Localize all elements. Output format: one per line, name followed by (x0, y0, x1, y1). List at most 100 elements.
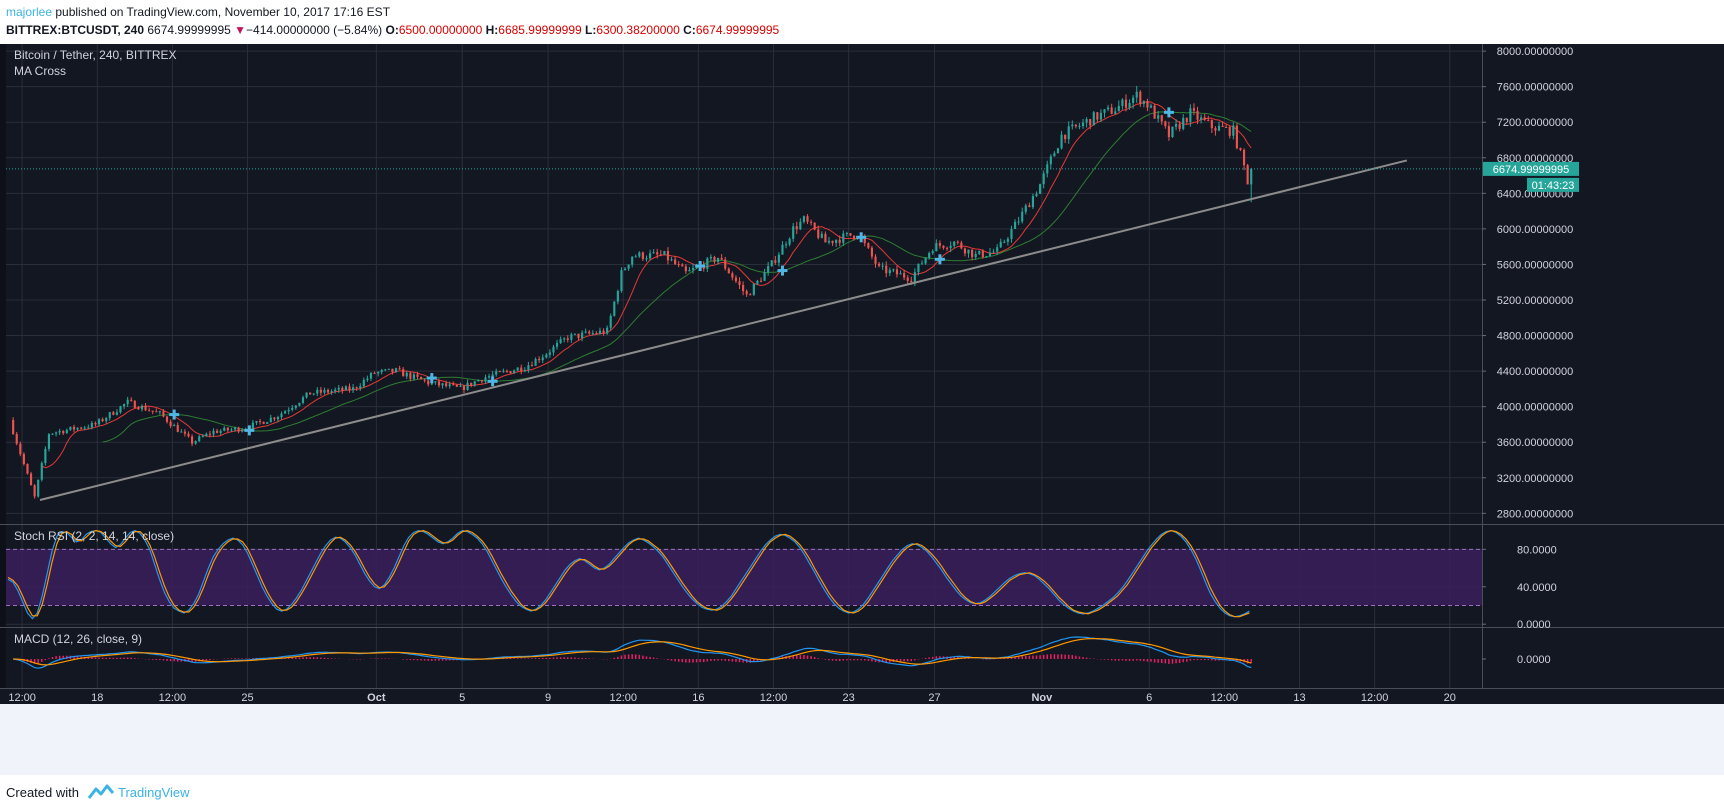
candle-body (566, 338, 569, 340)
publication-header: majorlee published on TradingView.com, N… (0, 0, 1724, 44)
candle (949, 241, 952, 253)
candle-body (241, 430, 244, 432)
candle (709, 254, 712, 262)
chart-area[interactable]: 8000.00000000 7600.00000000 7200.00000000 6… (0, 44, 1724, 774)
candle-body (301, 397, 305, 403)
candle (309, 392, 312, 395)
candle (405, 370, 408, 379)
candle (323, 387, 326, 395)
candle (140, 404, 144, 412)
candle (606, 325, 609, 335)
candle (838, 235, 841, 247)
candle (681, 263, 684, 267)
published-text: published on TradingView.com, November 1… (52, 5, 391, 19)
candle (595, 331, 598, 335)
candle-body (312, 393, 315, 395)
stoch-tick-label: 80.0000 (1517, 544, 1557, 556)
candle (656, 248, 659, 259)
candle-body (1228, 126, 1231, 136)
candle-body (126, 399, 129, 405)
candle-body (945, 247, 949, 249)
last-price-tag-label: 6674.99999995 (1493, 164, 1569, 176)
candle (752, 283, 755, 296)
candle (573, 333, 577, 336)
candle-body (795, 226, 798, 230)
candle (988, 248, 992, 257)
candle-body (956, 241, 959, 243)
candle-body (677, 264, 680, 266)
candle-body (441, 383, 444, 386)
candle-body (845, 233, 848, 235)
candle (459, 382, 462, 387)
candle-body (1242, 149, 1246, 166)
candle-body (1078, 125, 1081, 127)
candle-body (1174, 124, 1178, 127)
price-axis: 8000.00000000 7600.00000000 7200.00000000 6… (1482, 46, 1573, 520)
author-link[interactable]: majorlee (6, 5, 53, 19)
candle-body (190, 436, 194, 444)
left-edge (0, 44, 6, 704)
candle (867, 242, 870, 250)
candle (1182, 114, 1185, 131)
candle (1214, 126, 1217, 136)
tradingview-brand[interactable]: TradingView (118, 785, 190, 800)
candle (40, 461, 43, 482)
candle-body (233, 427, 237, 430)
candle-body (598, 330, 602, 334)
ma-cross-marker (1163, 107, 1174, 118)
price-chart-svg[interactable]: 8000.00000000 7600.00000000 7200.00000000 6… (0, 44, 1724, 774)
candle (201, 434, 204, 438)
candle-body (627, 264, 630, 269)
stoch-tick-label: 40.0000 (1517, 582, 1557, 594)
candle (770, 260, 773, 267)
candle-body (1139, 91, 1142, 104)
candle (774, 255, 777, 265)
candle (563, 337, 566, 343)
candle (115, 409, 118, 416)
candle (802, 215, 806, 224)
time-axis: 12:00 18 12:00 25 Oct 5 9 12:00 16 12:00 23 27 Nov 6 1… (8, 692, 1456, 704)
candle (298, 402, 301, 407)
candle-body (831, 240, 834, 243)
candle-body (992, 251, 995, 253)
candle (380, 368, 383, 375)
candle-body (527, 365, 530, 370)
candle (523, 367, 526, 373)
candle-body (1067, 126, 1070, 140)
time-tick-label: 6 (1146, 692, 1152, 704)
candle-body (140, 405, 144, 410)
candle (359, 383, 362, 391)
candle-body (402, 369, 405, 377)
candle-body (931, 251, 934, 254)
candle-body (688, 269, 691, 272)
candle-body (963, 248, 967, 254)
candle (1135, 85, 1138, 103)
candle (255, 420, 258, 426)
candle (792, 223, 795, 242)
candle (734, 275, 738, 284)
candle (65, 428, 68, 434)
candle-body (1232, 125, 1235, 136)
candle-body (144, 405, 147, 411)
candle (194, 440, 197, 445)
candle (541, 354, 544, 364)
candle (759, 277, 763, 283)
candle-body (749, 294, 752, 296)
candle (419, 376, 423, 380)
candle-body (430, 382, 433, 385)
candle-body (573, 333, 577, 335)
time-tick-label: 12:00 (609, 692, 637, 704)
tradingview-logo-icon[interactable] (88, 784, 114, 800)
candle (445, 380, 448, 388)
candle-body (119, 406, 122, 413)
candle-body (509, 371, 512, 374)
candle-body (434, 381, 437, 383)
candle (1246, 163, 1249, 185)
candle-body (480, 380, 483, 382)
candle (842, 230, 845, 247)
candle (1164, 120, 1167, 129)
candle (76, 427, 79, 431)
macd-title: MACD (12, 26, close, 9) (14, 632, 142, 646)
open-value: 6500.00000000 (398, 23, 483, 37)
candle-body (648, 253, 652, 259)
